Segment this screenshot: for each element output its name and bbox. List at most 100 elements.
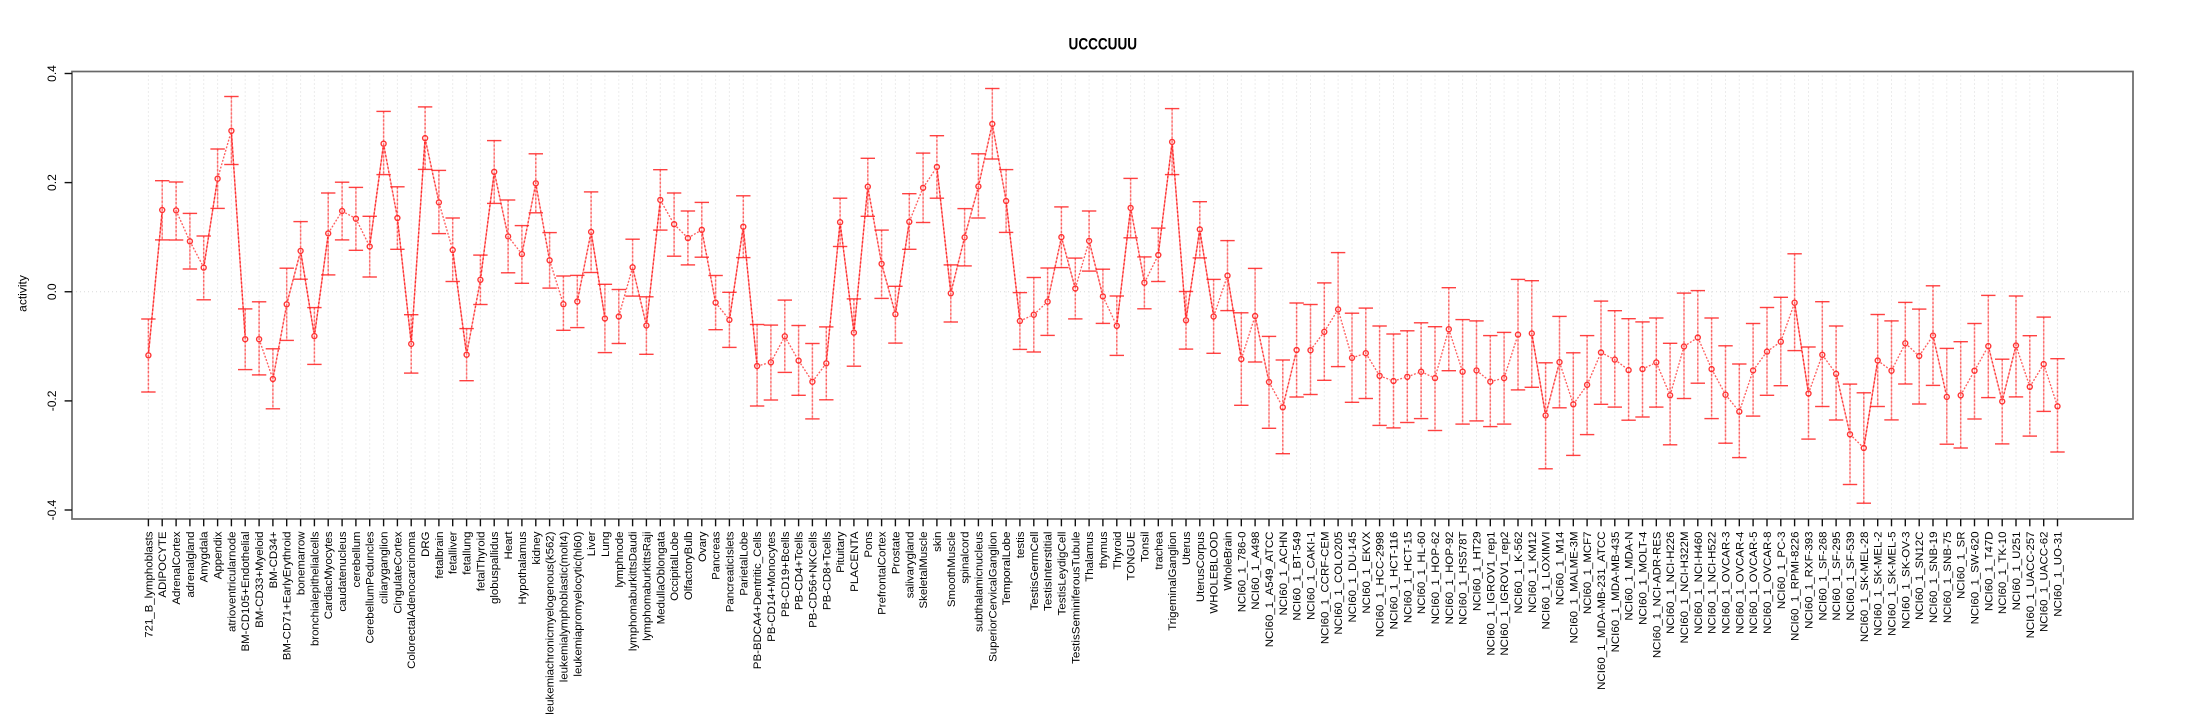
svg-text:Pancreas: Pancreas <box>711 531 723 580</box>
svg-text:lymphomaburkittsDaudi: lymphomaburkittsDaudi <box>628 532 640 652</box>
svg-text:leukemiachronicmyelogenous(k56: leukemiachronicmyelogenous(k562) <box>545 531 557 714</box>
svg-text:AdrenalCortex: AdrenalCortex <box>171 531 183 604</box>
svg-text:ADIPOCYTE: ADIPOCYTE <box>157 531 169 598</box>
svg-text:leukemialymphoblastic(molt4): leukemialymphoblastic(molt4) <box>558 531 570 682</box>
svg-text:NCI60_1_PC-3: NCI60_1_PC-3 <box>1776 532 1788 610</box>
svg-text:SkeletalMuscle: SkeletalMuscle <box>918 532 930 609</box>
svg-text:NCI60_1_NCI-ADR-RES: NCI60_1_NCI-ADR-RES <box>1651 531 1663 658</box>
svg-text:WHOLEBLOOD: WHOLEBLOOD <box>1209 532 1221 614</box>
svg-text:PB-BDCA4+Dentritic_Cells: PB-BDCA4+Dentritic_Cells <box>752 531 764 669</box>
svg-text:PancreaticIslets: PancreaticIslets <box>724 531 736 612</box>
svg-text:NCI60_1_A498: NCI60_1_A498 <box>1250 532 1262 610</box>
svg-text:Tonsil: Tonsil <box>1139 532 1151 563</box>
svg-text:NCI60_1_MOLT-4: NCI60_1_MOLT-4 <box>1638 531 1650 625</box>
svg-text:NCI60_1_SF-539: NCI60_1_SF-539 <box>1845 532 1857 621</box>
svg-text:atrioventricularnode: atrioventricularnode <box>226 532 238 633</box>
svg-text:NCI60_1_MALME-3M: NCI60_1_MALME-3M <box>1568 532 1580 644</box>
svg-text:0.0: 0.0 <box>45 283 59 300</box>
svg-text:UCCCUUU: UCCCUUU <box>1069 35 1138 53</box>
svg-text:NCI60_1_UACC-62: NCI60_1_UACC-62 <box>2039 532 2051 633</box>
svg-text:TestisGermCell: TestisGermCell <box>1029 532 1041 611</box>
svg-text:salivarygland: salivarygland <box>904 532 916 599</box>
svg-text:NCI60_1_MDA-MB-435: NCI60_1_MDA-MB-435 <box>1610 532 1622 653</box>
svg-text:skin: skin <box>932 532 944 552</box>
svg-text:fetalliver: fetalliver <box>448 531 460 574</box>
svg-text:NCI60_1_SNB-19: NCI60_1_SNB-19 <box>1928 532 1940 624</box>
svg-text:BM-CD105+Endothelial: BM-CD105+Endothelial <box>240 532 252 652</box>
svg-text:Ovary: Ovary <box>697 531 709 562</box>
svg-text:NCI60_1_SW-620: NCI60_1_SW-620 <box>1970 532 1982 625</box>
svg-text:NCI60_1_HOP-92: NCI60_1_HOP-92 <box>1444 532 1456 625</box>
svg-text:MedullaOblongata: MedullaOblongata <box>655 531 667 625</box>
svg-text:BM-CD34+: BM-CD34+ <box>268 531 280 588</box>
svg-text:NCI60_1_HCT-15: NCI60_1_HCT-15 <box>1402 532 1414 624</box>
svg-text:fetalbrain: fetalbrain <box>434 532 446 579</box>
svg-text:NCI60_1_HS578T: NCI60_1_HS578T <box>1458 531 1470 625</box>
svg-text:0.2: 0.2 <box>45 174 59 191</box>
svg-text:NCI60_1_IGROV1_rep1: NCI60_1_IGROV1_rep1 <box>1485 532 1497 656</box>
svg-text:Uterus: Uterus <box>1181 531 1193 565</box>
svg-text:NCI60_1_UO-31: NCI60_1_UO-31 <box>2053 532 2065 617</box>
svg-text:NCI60_1_EKVX: NCI60_1_EKVX <box>1361 531 1373 613</box>
svg-text:OlfactoryBulb: OlfactoryBulb <box>683 532 695 601</box>
svg-text:NCI60_1_KM12: NCI60_1_KM12 <box>1527 532 1539 614</box>
svg-text:trachea: trachea <box>1153 531 1165 570</box>
svg-text:NCI60_1_MDA-N: NCI60_1_MDA-N <box>1624 532 1636 621</box>
svg-text:NCI60_1_SK-MEL-2: NCI60_1_SK-MEL-2 <box>1873 532 1885 636</box>
svg-text:bonemarrow: bonemarrow <box>296 531 308 595</box>
svg-text:Thalamus: Thalamus <box>1084 531 1096 582</box>
svg-text:SuperiorCervicalGanglion: SuperiorCervicalGanglion <box>987 532 999 662</box>
svg-text:globuspallidus: globuspallidus <box>489 531 501 604</box>
svg-text:spinalcord: spinalcord <box>960 532 972 584</box>
svg-text:NCI60_1_DU-145: NCI60_1_DU-145 <box>1347 532 1359 623</box>
svg-text:SmoothMuscle: SmoothMuscle <box>946 532 958 608</box>
svg-text:PB-CD14+Monocytes: PB-CD14+Monocytes <box>766 531 778 642</box>
svg-text:PrefrontalCortex: PrefrontalCortex <box>877 531 889 615</box>
svg-text:testis: testis <box>1015 531 1027 558</box>
svg-text:lymphomaburkittsRaji: lymphomaburkittsRaji <box>641 532 653 641</box>
svg-text:Hypothalamus: Hypothalamus <box>517 531 529 604</box>
svg-text:NCI60_1_SN12C: NCI60_1_SN12C <box>1914 532 1926 621</box>
svg-text:NCI60_1_HCT-116: NCI60_1_HCT-116 <box>1389 532 1401 630</box>
svg-text:ciliaryganglion: ciliaryganglion <box>379 532 391 605</box>
svg-text:NCI60_1_UACC-257: NCI60_1_UACC-257 <box>2025 532 2037 639</box>
svg-text:OccipitalLobe: OccipitalLobe <box>669 532 681 601</box>
svg-text:TestisLeydigCell: TestisLeydigCell <box>1056 532 1068 616</box>
svg-text:adrenalgland: adrenalgland <box>185 532 197 598</box>
svg-text:TemporalLobe: TemporalLobe <box>1001 532 1013 606</box>
svg-text:fetalThyroid: fetalThyroid <box>475 532 487 592</box>
svg-text:leukemiapromyelocytic(hl60): leukemiapromyelocytic(hl60) <box>572 531 584 676</box>
svg-text:NCI60_1_HOP-62: NCI60_1_HOP-62 <box>1430 532 1442 625</box>
svg-text:PB-CD8+Tcells: PB-CD8+Tcells <box>821 531 833 610</box>
svg-text:PLACENTA: PLACENTA <box>849 531 861 592</box>
svg-text:Heart: Heart <box>503 531 515 560</box>
svg-text:0.4: 0.4 <box>45 65 59 82</box>
svg-text:CardiacMyocytes: CardiacMyocytes <box>323 531 335 619</box>
svg-text:CerebellumPeduncles: CerebellumPeduncles <box>365 531 377 643</box>
svg-text:NCI60_1_T47D: NCI60_1_T47D <box>1983 532 1995 612</box>
svg-text:cerebellum: cerebellum <box>351 532 363 588</box>
svg-text:NCI60_1_NCI-H460: NCI60_1_NCI-H460 <box>1693 532 1705 634</box>
svg-text:721_B_lymphoblasts: 721_B_lymphoblasts <box>143 531 155 638</box>
svg-text:lymphnode: lymphnode <box>614 532 626 588</box>
svg-text:caudatenucleus: caudatenucleus <box>337 531 349 611</box>
svg-text:NCI60_1_OVCAR-8: NCI60_1_OVCAR-8 <box>1762 532 1774 634</box>
svg-text:fetallung: fetallung <box>462 532 474 575</box>
svg-text:NCI60_1_786-0: NCI60_1_786-0 <box>1236 532 1248 613</box>
svg-text:NCI60_1_SNB-75: NCI60_1_SNB-75 <box>1942 532 1954 624</box>
svg-text:CingulateCortex: CingulateCortex <box>392 531 404 613</box>
svg-text:kidney: kidney <box>531 531 543 564</box>
svg-text:Appendix: Appendix <box>213 531 225 579</box>
svg-text:PB-CD4+Tcells: PB-CD4+Tcells <box>794 531 806 610</box>
svg-text:activity: activity <box>16 275 30 312</box>
svg-text:BM-CD71+EarlyErythroid: BM-CD71+EarlyErythroid <box>282 532 294 661</box>
svg-text:NCI60_1_U251: NCI60_1_U251 <box>2011 532 2023 611</box>
svg-text:TONGUE: TONGUE <box>1126 531 1138 580</box>
svg-text:Thyroid: Thyroid <box>1112 532 1124 570</box>
svg-text:NCI60_1_HCC-2998: NCI60_1_HCC-2998 <box>1375 532 1387 638</box>
svg-text:NCI60_1_TK-10: NCI60_1_TK-10 <box>1997 532 2009 615</box>
svg-text:NCI60_1_SF-268: NCI60_1_SF-268 <box>1817 532 1829 621</box>
svg-text:NCI60_1_OVCAR-4: NCI60_1_OVCAR-4 <box>1734 531 1746 634</box>
svg-text:-0.4: -0.4 <box>45 499 59 520</box>
svg-text:NCI60_1_A549_ATCC: NCI60_1_A549_ATCC <box>1264 532 1276 648</box>
